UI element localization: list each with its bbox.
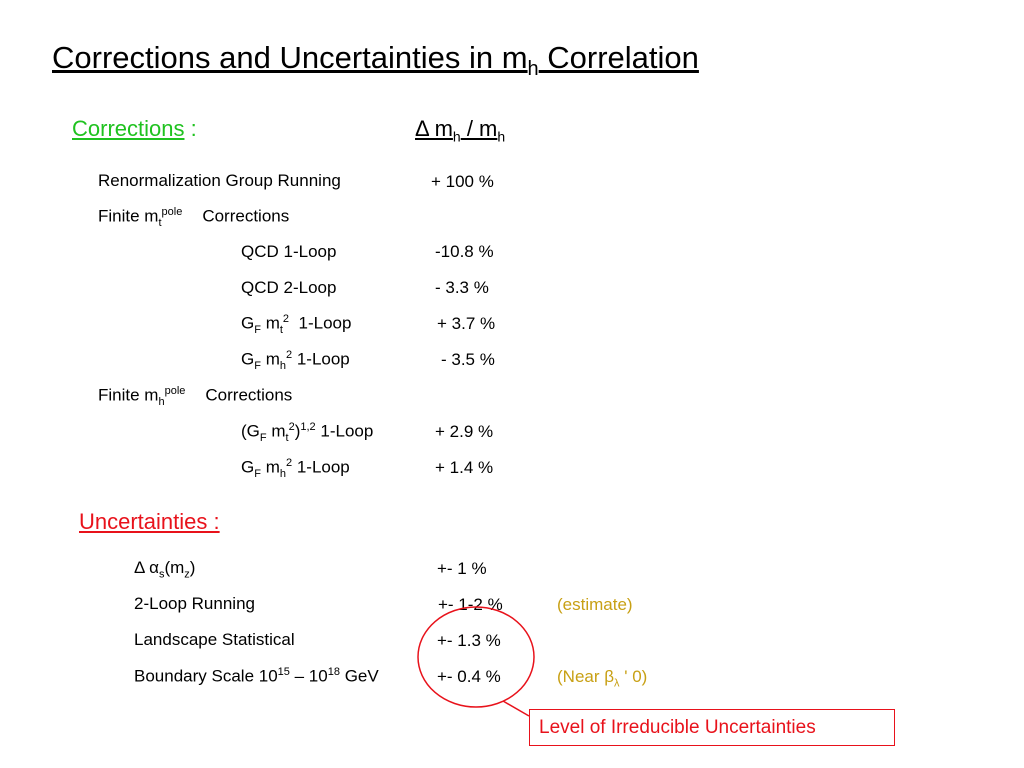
corrections-heading: Corrections : xyxy=(72,116,197,141)
running-label: 2-Loop Running xyxy=(134,594,255,613)
estimate-note: (estimate) xyxy=(557,595,633,614)
alpha-value: +- 1 % xyxy=(437,559,487,578)
gfmh2b-label: GF mh2 1-Loop xyxy=(241,457,350,481)
column-header: Δ mh / mh xyxy=(415,116,506,145)
rgr-value: + 100 % xyxy=(431,172,494,191)
callout-pointer xyxy=(502,700,530,717)
finite-mt-label: Finite mtpole Corrections xyxy=(98,206,290,230)
boundary-label: Boundary Scale 1015 – 1018 GeV xyxy=(134,666,379,686)
qcd1-label: QCD 1-Loop xyxy=(241,242,337,261)
gfmt2-12-label: (GF mt2)1,2 1-Loop xyxy=(241,421,374,445)
finite-mh-label: Finite mhpole Corrections xyxy=(98,385,293,409)
gfmt2-value: + 3.7 % xyxy=(437,314,496,333)
qcd1-value: -10.8 % xyxy=(435,242,494,261)
qcd2-label: QCD 2-Loop xyxy=(241,278,337,297)
uncertainties-heading: Uncertainties : xyxy=(79,509,220,534)
page-title: Corrections and Uncertainties in mh Corr… xyxy=(52,40,699,81)
landscape-value: +- 1.3 % xyxy=(437,631,501,650)
alpha-label: Δ αs(mz) xyxy=(134,558,196,581)
gfmh2-label: GF mh2 1-Loop xyxy=(241,349,350,373)
boundary-value: +- 0.4 % xyxy=(437,667,501,686)
gfmh2-value: - 3.5 % xyxy=(441,350,495,369)
gfmt2-label: GF mt2 1-Loop xyxy=(241,313,352,337)
rgr-label: Renormalization Group Running xyxy=(98,171,341,190)
running-value: +- 1-2 % xyxy=(438,595,503,614)
highlight-ellipse xyxy=(417,606,535,708)
irreducible-callout: Level of Irreducible Uncertainties xyxy=(529,709,895,746)
gfmt2-12-value: + 2.9 % xyxy=(435,422,494,441)
qcd2-value: - 3.3 % xyxy=(435,278,489,297)
near-beta-note: (Near βλ ' 0) xyxy=(557,667,648,690)
gfmh2b-value: + 1.4 % xyxy=(435,458,494,477)
landscape-label: Landscape Statistical xyxy=(134,630,295,649)
